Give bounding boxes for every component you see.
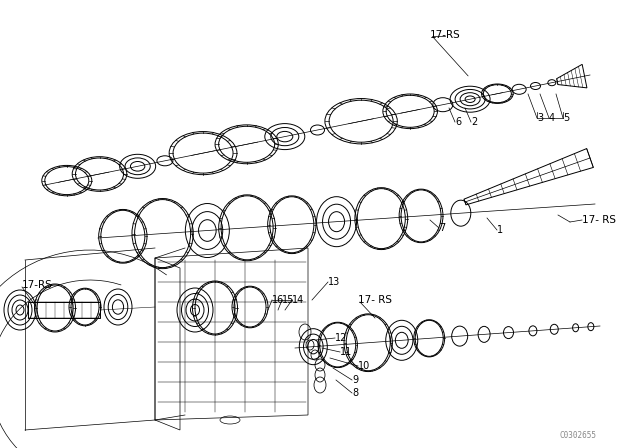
Text: 2: 2 bbox=[471, 117, 477, 127]
Text: 17-RS: 17-RS bbox=[430, 30, 461, 40]
Text: 17- RS: 17- RS bbox=[358, 295, 392, 305]
Text: 10: 10 bbox=[358, 361, 371, 371]
Text: 6: 6 bbox=[455, 117, 461, 127]
Text: 4: 4 bbox=[549, 113, 555, 123]
Text: 9: 9 bbox=[352, 375, 358, 385]
Text: 15: 15 bbox=[282, 295, 294, 305]
Text: 17- RS: 17- RS bbox=[582, 215, 616, 225]
Text: 5: 5 bbox=[563, 113, 569, 123]
Text: 11: 11 bbox=[340, 347, 352, 357]
Text: 17-RS: 17-RS bbox=[22, 280, 52, 290]
Text: 1: 1 bbox=[497, 225, 503, 235]
Text: 14: 14 bbox=[292, 295, 304, 305]
Text: 16: 16 bbox=[272, 295, 284, 305]
Text: 13: 13 bbox=[328, 277, 340, 287]
Text: 8: 8 bbox=[352, 388, 358, 398]
Bar bbox=[28, 302, 100, 318]
Text: 7: 7 bbox=[439, 223, 445, 233]
Text: 12: 12 bbox=[335, 333, 348, 343]
Text: 3: 3 bbox=[537, 113, 543, 123]
Text: C0302655: C0302655 bbox=[560, 431, 597, 439]
